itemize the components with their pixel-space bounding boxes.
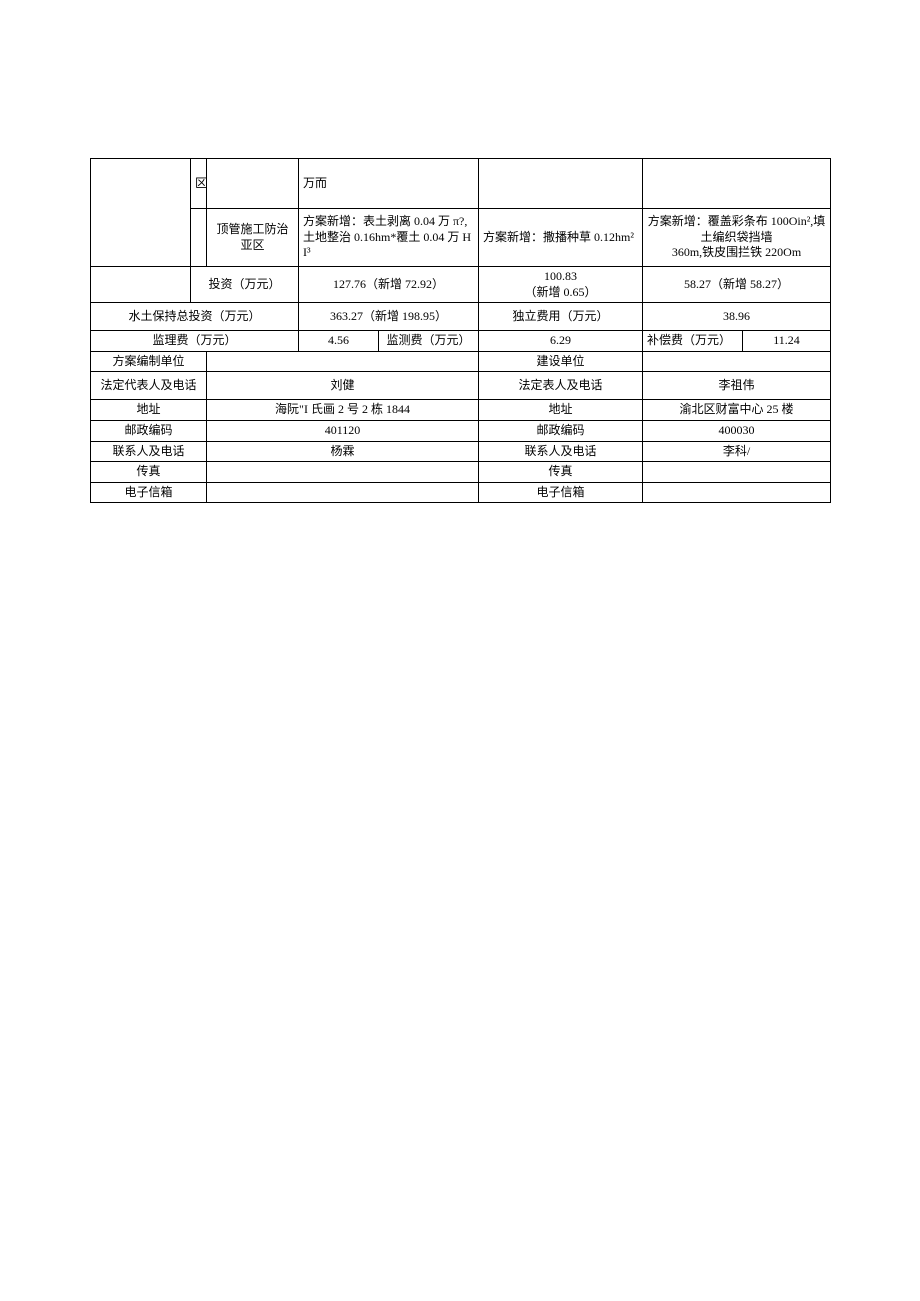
table-cell [91, 267, 191, 303]
table-cell: 建设单位 [479, 351, 643, 372]
table-cell: 400030 [643, 420, 831, 441]
table-cell [643, 351, 831, 372]
table-row: 区 万而 [91, 159, 831, 209]
table-row: 传真 传真 [91, 462, 831, 483]
table-cell: 顶管施工防治亚区 [207, 209, 299, 267]
table-cell: 监测费（万元） [379, 331, 479, 352]
table-cell [191, 209, 207, 267]
table-cell: 法定表人及电话 [479, 372, 643, 400]
table-cell: 4.56 [299, 331, 379, 352]
table-cell: 地址 [91, 400, 207, 421]
table-cell [479, 159, 643, 209]
table-cell: 电子信箱 [479, 482, 643, 503]
table-cell: 方案编制单位 [91, 351, 207, 372]
table-cell: 独立费用（万元） [479, 303, 643, 331]
table-cell: 方案新增：表土剥离 0.04 万 π?,土地整治 0.16hm*覆土 0.04 … [299, 209, 479, 267]
table-cell [207, 482, 479, 503]
table-row: 地址海阮"I 氏画 2 号 2 栋 1844地址渝北区财富中心 25 楼 [91, 400, 831, 421]
table-cell: 渝北区财富中心 25 楼 [643, 400, 831, 421]
table-cell: 方案新增：覆盖彩条布 100Oin²,填土编织袋挡墙360m,铁皮围拦铁 220… [643, 209, 831, 267]
table-cell [91, 159, 191, 267]
table-cell: 11.24 [743, 331, 831, 352]
table-cell: 联系人及电话 [479, 441, 643, 462]
table-row: 电子信箱 电子信箱 [91, 482, 831, 503]
table-cell: 401120 [207, 420, 479, 441]
table-row: 水土保持总投资（万元）363.27（新增 198.95）独立费用（万元）38.9… [91, 303, 831, 331]
table-cell: 传真 [91, 462, 207, 483]
table-cell [643, 462, 831, 483]
table-cell: 联系人及电话 [91, 441, 207, 462]
table-cell: 127.76（新增 72.92） [299, 267, 479, 303]
table-cell: 6.29 [479, 331, 643, 352]
table-cell [207, 159, 299, 209]
table-cell [207, 462, 479, 483]
table-cell: 方案新增：撒播种草 0.12hm² [479, 209, 643, 267]
table-row: 邮政编码401120邮政编码400030 [91, 420, 831, 441]
table-cell: 李科/ [643, 441, 831, 462]
table-row: 投资（万元）127.76（新增 72.92）100.83（新增 0.65）58.… [91, 267, 831, 303]
table-cell: 100.83（新增 0.65） [479, 267, 643, 303]
table-cell: 传真 [479, 462, 643, 483]
table-cell: 法定代表人及电话 [91, 372, 207, 400]
table-cell: 海阮"I 氏画 2 号 2 栋 1844 [207, 400, 479, 421]
table-cell [207, 351, 479, 372]
table-row: 方案编制单位 建设单位 [91, 351, 831, 372]
tbody: 区 万而顶管施工防治亚区方案新增：表土剥离 0.04 万 π?,土地整治 0.16… [91, 159, 831, 503]
table-cell: 投资（万元） [191, 267, 299, 303]
table-cell: 补偿费（万元） [643, 331, 743, 352]
main-table: 区 万而顶管施工防治亚区方案新增：表土剥离 0.04 万 π?,土地整治 0.16… [90, 158, 831, 503]
table-cell: 邮政编码 [91, 420, 207, 441]
table-cell: 刘健 [207, 372, 479, 400]
table-cell: 李祖伟 [643, 372, 831, 400]
table-cell: 区 [191, 159, 207, 209]
table-cell: 水土保持总投资（万元） [91, 303, 299, 331]
table-cell: 万而 [299, 159, 479, 209]
table-cell: 杨霖 [207, 441, 479, 462]
table-cell: 38.96 [643, 303, 831, 331]
table-cell: 监理费（万元） [91, 331, 299, 352]
table-row: 联系人及电话杨霖联系人及电话李科/ [91, 441, 831, 462]
table-cell: 363.27（新增 198.95） [299, 303, 479, 331]
table-row: 监理费（万元）4.56监测费（万元）6.29补偿费（万元）11.24 [91, 331, 831, 352]
table-row: 法定代表人及电话刘健法定表人及电话李祖伟 [91, 372, 831, 400]
table-cell [643, 482, 831, 503]
table-cell: 地址 [479, 400, 643, 421]
table-row: 顶管施工防治亚区方案新增：表土剥离 0.04 万 π?,土地整治 0.16hm*… [91, 209, 831, 267]
table-cell [643, 159, 831, 209]
table-cell: 邮政编码 [479, 420, 643, 441]
table-cell: 58.27（新增 58.27） [643, 267, 831, 303]
table-cell: 电子信箱 [91, 482, 207, 503]
